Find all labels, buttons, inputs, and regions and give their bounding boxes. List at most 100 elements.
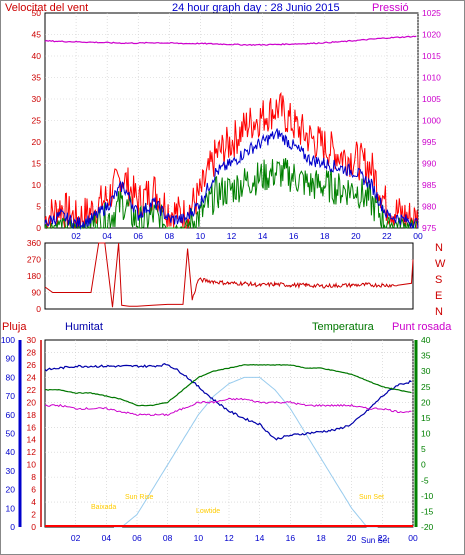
x-tick-label: 10 bbox=[196, 231, 206, 241]
wind-tick-label: 15 bbox=[32, 159, 42, 169]
label-temperature: Temperatura bbox=[312, 321, 375, 333]
rain-tick-label: 40 bbox=[6, 447, 16, 457]
humidity-tick-label: 14 bbox=[27, 435, 37, 445]
series-pressure bbox=[44, 35, 417, 46]
annotation-sunrise: Sun Rise bbox=[125, 494, 154, 501]
humidity-tick-label: 24 bbox=[27, 372, 37, 382]
pressure-tick-label: 1005 bbox=[422, 94, 441, 104]
annotation-sunset: Sun Set bbox=[359, 494, 384, 501]
pressure-tick-label: 1020 bbox=[422, 30, 441, 40]
annotation-moonset: Lowtide bbox=[196, 508, 220, 515]
temperature-tick-label: 35 bbox=[421, 351, 431, 361]
series-solar bbox=[114, 376, 378, 528]
humidity-tick-label: 26 bbox=[27, 360, 37, 370]
pressure-tick-label: 995 bbox=[422, 137, 436, 147]
pressure-tick-label: 1000 bbox=[422, 116, 441, 126]
pressure-tick-label: 985 bbox=[422, 180, 436, 190]
x-tick-label: 02 bbox=[71, 231, 81, 241]
x-tick-label: 22 bbox=[382, 231, 392, 241]
wind-tick-label: 30 bbox=[32, 94, 42, 104]
direction-tick-label: 0 bbox=[36, 304, 41, 314]
temperature-tick-label: 15 bbox=[421, 413, 431, 423]
humidity-tick-label: 30 bbox=[27, 335, 37, 345]
compass-label: E bbox=[435, 290, 442, 302]
temperature-tick-label: -10 bbox=[421, 491, 434, 501]
x-tick-label: 10 bbox=[194, 533, 204, 543]
x-tick-label: 04 bbox=[102, 533, 112, 543]
rain-tick-label: 0 bbox=[10, 522, 15, 532]
humidity-tick-label: 0 bbox=[31, 522, 36, 532]
wind-tick-label: 40 bbox=[32, 51, 42, 61]
x-tick-label: 20 bbox=[347, 533, 357, 543]
rain-tick-label: 10 bbox=[6, 503, 16, 513]
wind-tick-label: 25 bbox=[32, 116, 42, 126]
humidity-tick-label: 12 bbox=[27, 447, 37, 457]
series-humidity bbox=[44, 363, 412, 441]
wind-pressure-panel: 0510152025303540455097598098599099510001… bbox=[32, 8, 442, 241]
label-dewpoint: Punt rosada bbox=[392, 321, 452, 333]
humidity-tick-label: 8 bbox=[31, 472, 36, 482]
humidity-tick-label: 18 bbox=[27, 410, 37, 420]
x-tick-label: 06 bbox=[132, 533, 142, 543]
x-tick-label: 18 bbox=[320, 231, 330, 241]
rain-tick-label: 70 bbox=[6, 391, 16, 401]
temperature-tick-label: -5 bbox=[421, 475, 429, 485]
x-tick-label: 04 bbox=[102, 231, 112, 241]
x-tick-label: 00 bbox=[413, 231, 423, 241]
label-wind: Velocitat del vent bbox=[5, 2, 88, 14]
pressure-tick-label: 975 bbox=[422, 223, 436, 233]
rain-tick-label: 30 bbox=[6, 466, 16, 476]
rain-tick-label: 90 bbox=[6, 354, 16, 364]
x-tick-label: 02 bbox=[71, 533, 81, 543]
annotation-sunset-axis: Sun Set bbox=[361, 536, 390, 545]
x-tick-label: 14 bbox=[258, 231, 268, 241]
pressure-tick-label: 1010 bbox=[422, 73, 441, 83]
direction-tick-label: 90 bbox=[32, 288, 42, 298]
x-tick-label: 12 bbox=[224, 533, 234, 543]
x-tick-label: 20 bbox=[351, 231, 361, 241]
x-tick-label: 18 bbox=[316, 533, 326, 543]
temperature-tick-label: 0 bbox=[421, 460, 426, 470]
direction-tick-label: 360 bbox=[27, 238, 41, 248]
compass-label: S bbox=[435, 274, 442, 286]
temperature-tick-label: 20 bbox=[421, 397, 431, 407]
direction-tick-label: 270 bbox=[27, 255, 41, 265]
series-wind-gust bbox=[44, 91, 419, 230]
humidity-tick-label: 20 bbox=[27, 397, 37, 407]
humidity-temperature-panel: 0102030405060708090100024681012141618202… bbox=[1, 335, 434, 545]
annotation-moonrise: Baixada bbox=[91, 504, 116, 511]
rain-tick-label: 80 bbox=[6, 372, 16, 382]
x-tick-label: 16 bbox=[286, 533, 296, 543]
humidity-tick-label: 22 bbox=[27, 385, 37, 395]
temperature-tick-label: 40 bbox=[421, 335, 431, 345]
rain-tick-label: 50 bbox=[6, 429, 16, 439]
rain-tick-label: 20 bbox=[6, 485, 16, 495]
temperature-tick-label: 10 bbox=[421, 429, 431, 439]
chart-title: 24 hour graph day : 28 Junio 2015 bbox=[172, 2, 340, 14]
pressure-tick-label: 980 bbox=[422, 202, 436, 212]
wind-tick-label: 10 bbox=[32, 180, 42, 190]
temperature-tick-label: 25 bbox=[421, 382, 431, 392]
x-tick-label: 12 bbox=[227, 231, 237, 241]
direction-tick-label: 180 bbox=[27, 271, 41, 281]
temperature-tick-label: 5 bbox=[421, 444, 426, 454]
temperature-tick-label: -20 bbox=[421, 522, 434, 532]
x-tick-label: 06 bbox=[134, 231, 144, 241]
x-tick-label: 08 bbox=[163, 533, 173, 543]
temperature-tick-label: -15 bbox=[421, 506, 434, 516]
pressure-tick-label: 990 bbox=[422, 159, 436, 169]
humidity-tick-label: 4 bbox=[31, 497, 36, 507]
label-pressure: Pressió bbox=[372, 2, 409, 14]
temperature-tick-label: 30 bbox=[421, 366, 431, 376]
x-tick-label: 08 bbox=[165, 231, 175, 241]
series-temperature bbox=[44, 363, 412, 407]
series-dewpoint bbox=[44, 397, 412, 417]
humidity-tick-label: 16 bbox=[27, 422, 37, 432]
series-direction bbox=[44, 242, 414, 308]
humidity-tick-label: 2 bbox=[31, 510, 36, 520]
pressure-tick-label: 1025 bbox=[422, 8, 441, 18]
humidity-tick-label: 10 bbox=[27, 460, 37, 470]
compass-label: N bbox=[435, 306, 443, 318]
series-wind-avg bbox=[44, 128, 419, 230]
